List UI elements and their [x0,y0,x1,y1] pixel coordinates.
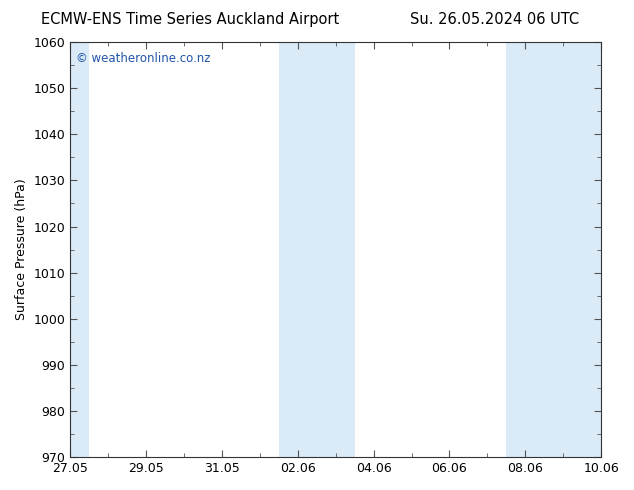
Text: Su. 26.05.2024 06 UTC: Su. 26.05.2024 06 UTC [410,12,579,27]
Bar [70,42,89,457]
Y-axis label: Surface Pressure (hPa): Surface Pressure (hPa) [15,179,28,320]
Bar [279,42,354,457]
Text: © weatheronline.co.nz: © weatheronline.co.nz [75,52,210,66]
Bar [507,42,601,457]
Text: ECMW-ENS Time Series Auckland Airport: ECMW-ENS Time Series Auckland Airport [41,12,339,27]
